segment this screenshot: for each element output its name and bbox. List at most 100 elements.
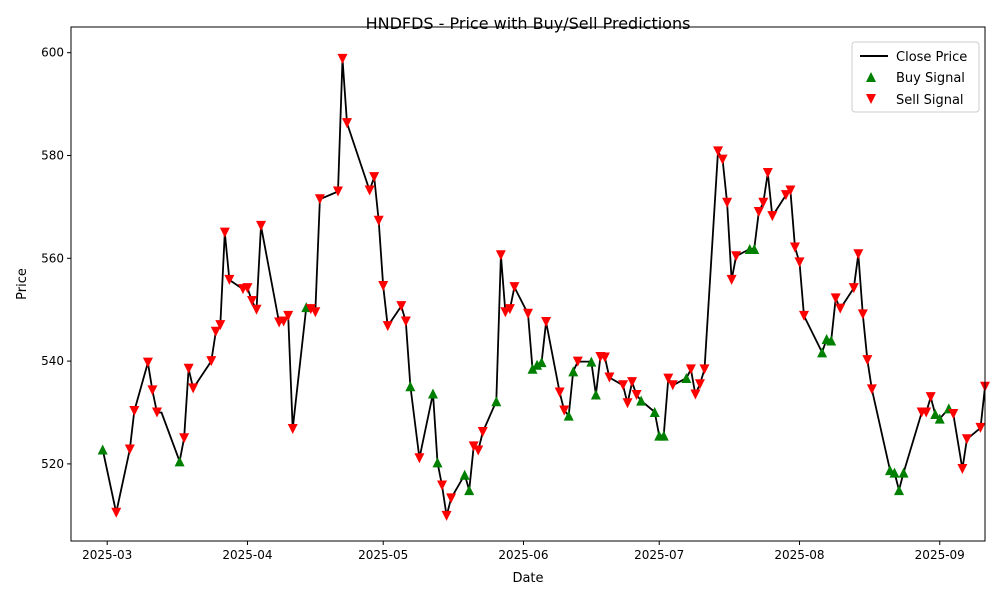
buy-signal-marker: [817, 347, 828, 358]
legend: Close Price Buy Signal Sell Signal: [851, 41, 980, 113]
sell-signal-marker: [396, 301, 407, 312]
sell-signal-marker: [789, 242, 800, 253]
sell-signal-marker: [762, 167, 773, 178]
sell-signal-marker: [446, 493, 457, 504]
sell-signal-marker: [975, 422, 986, 433]
sell-signal-marker: [437, 480, 448, 491]
axis-layer: 2025-03 2025-04 2025-05 2025-06 2025-07 2025-…: [41, 46, 965, 562]
x-tick-label: 2025-06: [498, 548, 548, 562]
plot-area: 2025-03 2025-04 2025-05 2025-06 2025-07 2025-…: [41, 26, 990, 562]
buy-signal-marker: [491, 396, 502, 407]
sell-signal-marker: [332, 186, 343, 197]
buy-signal-marker: [658, 430, 669, 441]
sell-signal-marker: [785, 185, 796, 196]
sell-signal-marker: [441, 510, 452, 521]
plot-frame: [70, 26, 986, 542]
sell-signal-marker: [147, 385, 158, 396]
sell-signal-marker: [618, 380, 629, 391]
sell-signal-marker: [799, 310, 810, 321]
sell-signal-marker: [414, 453, 425, 464]
sell-signal-marker: [310, 307, 321, 318]
sell-signal-marker: [256, 220, 267, 231]
buy-signal-marker: [649, 406, 660, 417]
sell-signal-marker: [830, 293, 841, 304]
sell-signal-marker: [622, 398, 633, 409]
buy-signal-marker: [432, 457, 443, 468]
sell-signal-marker: [210, 326, 221, 337]
buy-signal-marker: [427, 388, 438, 399]
sell-signal-marker: [866, 384, 877, 395]
sell-signal-marker: [948, 409, 959, 420]
sell-signal-marker: [848, 283, 859, 294]
sell-signal-marker: [758, 197, 769, 208]
sell-signal-marker: [921, 407, 932, 418]
sell-signal-marker: [699, 364, 710, 375]
buy-signal-marker: [97, 444, 108, 455]
sell-signal-marker: [373, 215, 384, 226]
sell-signal-marker: [142, 357, 153, 368]
line-layer: [101, 58, 986, 517]
sell-signal-marker: [219, 227, 230, 238]
y-tick-label: 520: [41, 457, 64, 471]
sell-signal-marker: [314, 194, 325, 205]
sell-signal-marker: [667, 380, 678, 391]
sell-signal-marker: [369, 172, 380, 183]
buy-signal-marker: [749, 244, 760, 255]
buy-signal-marker: [930, 409, 941, 420]
legend-buy-marker: [866, 72, 876, 82]
legend-close-label: Close Price: [896, 50, 967, 65]
legend-box: [851, 41, 980, 113]
sell-signal-marker: [111, 507, 122, 518]
buy-signal-marker: [590, 389, 601, 400]
y-tick-label: 540: [41, 354, 64, 368]
sell-signal-marker: [722, 197, 733, 208]
sell-signal-marker: [961, 434, 972, 445]
sell-signal-marker: [179, 433, 190, 444]
buy-signal-marker: [459, 469, 470, 480]
sell-signal-marker: [283, 310, 294, 321]
sell-signal-marker: [753, 207, 764, 218]
sell-signal-marker: [599, 352, 610, 363]
sell-signal-marker: [224, 274, 235, 285]
y-axis-label: Price: [15, 268, 30, 300]
buy-signal-marker: [405, 381, 416, 392]
sell-signal-marker: [726, 274, 737, 285]
sell-signal-marker: [246, 295, 257, 306]
sell-signal-marker: [794, 257, 805, 268]
sell-signal-marker: [631, 390, 642, 401]
sell-signal-marker: [685, 364, 696, 375]
sell-signal-marker: [835, 303, 846, 314]
x-tick-label: 2025-04: [222, 548, 272, 562]
sell-signal-marker: [509, 282, 520, 293]
x-tick-label: 2025-08: [774, 548, 824, 562]
buy-signal-marker: [636, 395, 647, 406]
sell-signal-marker: [251, 304, 262, 315]
x-tick-label: 2025-05: [358, 548, 408, 562]
sell-signal-marker: [477, 427, 488, 438]
chart-title: HNDFDS - Price with Buy/Sell Predictions: [366, 14, 691, 33]
sell-signal-marker: [378, 281, 389, 292]
sell-signal-marker: [713, 146, 724, 157]
sell-signal-marker: [473, 445, 484, 456]
sell-signal-marker: [541, 317, 552, 328]
sell-signal-marker: [572, 356, 583, 367]
sell-signal-marker: [342, 118, 353, 129]
sell-signal-marker: [129, 405, 140, 416]
sell-signal-marker: [183, 363, 194, 374]
sell-signal-marker: [767, 211, 778, 222]
legend-sell-marker: [866, 94, 876, 104]
buy-signal-marker: [563, 410, 574, 421]
buy-signal-marker: [681, 373, 692, 384]
buy-signal-marker: [532, 359, 543, 370]
sell-signal-marker: [957, 464, 968, 475]
sell-signal-marker: [242, 283, 253, 294]
sell-signal-marker: [690, 389, 701, 400]
sell-signal-marker: [663, 373, 674, 384]
buy-signal-marker: [568, 366, 579, 377]
y-tick-label: 600: [41, 46, 64, 60]
sell-signal-marker: [523, 308, 533, 319]
buy-signal-marker: [174, 456, 185, 467]
sell-signal-marker: [188, 383, 199, 394]
sell-signal-marker: [278, 316, 289, 327]
